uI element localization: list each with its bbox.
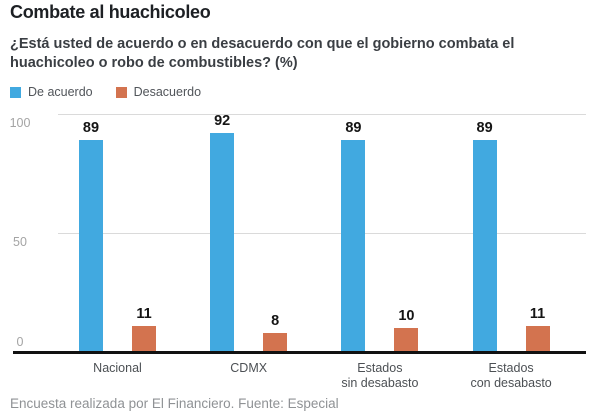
y-tick-label-0: 0 xyxy=(16,335,24,349)
bar-de-acuerdo-cdmx xyxy=(210,133,235,352)
bar-value-label-de-acuerdo-cdmx: 92 xyxy=(214,113,231,130)
gridline-50 xyxy=(58,233,586,234)
bar-desacuerdo-nacional xyxy=(132,325,156,352)
x-category-label-estados-con-desabasto: Estados con desabasto xyxy=(470,361,552,390)
chart-legend: De acuerdo Desacuerdo xyxy=(10,85,201,99)
bar-value-label-desacuerdo-estados-sin-desabasto: 10 xyxy=(398,308,415,325)
bar-value-label-de-acuerdo-estados-sin-desabasto: 89 xyxy=(345,120,362,137)
bar-value-label-desacuerdo-estados-con-desabasto: 11 xyxy=(529,305,546,322)
legend-label-desacuerdo: Desacuerdo xyxy=(133,85,202,99)
bar-de-acuerdo-nacional xyxy=(79,140,103,352)
bar-de-acuerdo-estados-con-desabasto xyxy=(472,140,497,352)
bar-value-label-de-acuerdo-estados-con-desabasto: 89 xyxy=(476,120,493,137)
bar-desacuerdo-estados-sin-desabasto xyxy=(394,328,419,352)
gridline-100 xyxy=(58,114,586,115)
legend-label-de-acuerdo: De acuerdo xyxy=(28,85,93,99)
legend-swatch-de-acuerdo-icon xyxy=(10,86,21,98)
x-category-label-nacional: Nacional xyxy=(93,361,142,375)
bar-desacuerdo-estados-con-desabasto xyxy=(525,325,550,352)
y-tick-label-50: 50 xyxy=(13,235,27,249)
legend-swatch-desacuerdo-icon xyxy=(115,86,127,98)
legend-item-desacuerdo: Desacuerdo xyxy=(115,85,202,99)
bar-value-label-de-acuerdo-nacional: 89 xyxy=(82,120,100,137)
bar-desacuerdo-cdmx xyxy=(263,332,288,352)
y-tick-label-100: 100 xyxy=(9,116,31,130)
source-note: Encuesta realizada por El Financiero. Fu… xyxy=(10,396,339,411)
bar-value-label-desacuerdo-cdmx: 8 xyxy=(271,312,280,329)
bar-de-acuerdo-estados-sin-desabasto xyxy=(341,140,366,352)
bar-value-label-desacuerdo-nacional: 11 xyxy=(136,305,152,322)
legend-item-de-acuerdo: De acuerdo xyxy=(10,85,93,99)
chart-title: Combate al huachicoleo xyxy=(10,2,211,22)
x-category-label-cdmx: CDMX xyxy=(230,361,268,375)
x-category-label-estados-sin-desabasto: Estados sin desabasto xyxy=(341,361,419,390)
chart-subtitle: ¿Está usted de acuerdo o en desacuerdo c… xyxy=(10,36,515,71)
x-axis-line xyxy=(13,351,586,354)
